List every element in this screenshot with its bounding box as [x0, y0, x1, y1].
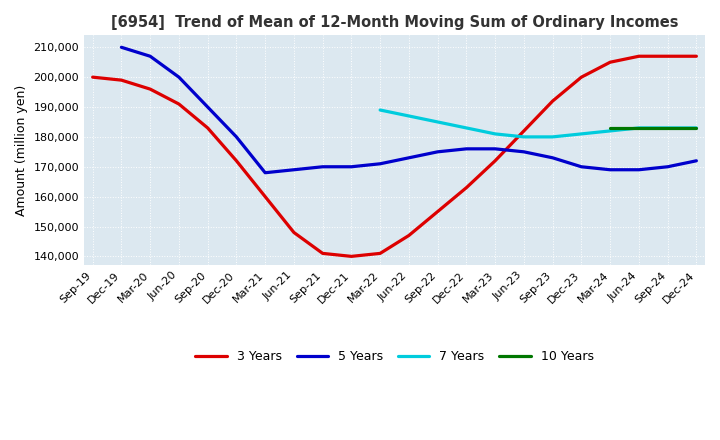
7 Years — [462, 125, 471, 131]
7 Years — [405, 114, 413, 119]
3 Years — [174, 101, 183, 106]
3 Years — [405, 233, 413, 238]
5 Years — [433, 149, 442, 154]
10 Years — [663, 125, 672, 131]
10 Years — [634, 125, 643, 131]
10 Years — [692, 125, 701, 131]
3 Years — [577, 74, 585, 80]
5 Years — [203, 104, 212, 110]
5 Years — [520, 149, 528, 154]
5 Years — [606, 167, 614, 172]
3 Years — [376, 251, 384, 256]
Y-axis label: Amount (million yen): Amount (million yen) — [15, 85, 28, 216]
7 Years — [549, 134, 557, 139]
5 Years — [491, 146, 500, 151]
3 Years — [491, 158, 500, 163]
5 Years — [174, 74, 183, 80]
5 Years — [261, 170, 269, 176]
7 Years — [491, 131, 500, 136]
3 Years — [261, 194, 269, 199]
3 Years — [203, 125, 212, 131]
3 Years — [146, 86, 155, 92]
5 Years — [405, 155, 413, 161]
Legend: 3 Years, 5 Years, 7 Years, 10 Years: 3 Years, 5 Years, 7 Years, 10 Years — [190, 345, 598, 368]
5 Years — [663, 164, 672, 169]
3 Years — [117, 77, 126, 83]
7 Years — [577, 131, 585, 136]
3 Years — [549, 99, 557, 104]
3 Years — [462, 185, 471, 191]
7 Years — [692, 125, 701, 131]
5 Years — [347, 164, 356, 169]
Line: 3 Years: 3 Years — [93, 56, 696, 257]
5 Years — [146, 54, 155, 59]
5 Years — [577, 164, 585, 169]
5 Years — [462, 146, 471, 151]
10 Years — [606, 125, 614, 131]
3 Years — [606, 59, 614, 65]
5 Years — [289, 167, 298, 172]
7 Years — [634, 125, 643, 131]
Line: 7 Years: 7 Years — [380, 110, 696, 137]
Line: 5 Years: 5 Years — [122, 47, 696, 173]
3 Years — [663, 54, 672, 59]
3 Years — [520, 128, 528, 134]
7 Years — [606, 128, 614, 134]
3 Years — [347, 254, 356, 259]
5 Years — [232, 134, 240, 139]
Title: [6954]  Trend of Mean of 12-Month Moving Sum of Ordinary Incomes: [6954] Trend of Mean of 12-Month Moving … — [111, 15, 678, 30]
3 Years — [692, 54, 701, 59]
7 Years — [663, 125, 672, 131]
7 Years — [376, 107, 384, 113]
3 Years — [289, 230, 298, 235]
5 Years — [634, 167, 643, 172]
5 Years — [376, 161, 384, 166]
5 Years — [549, 155, 557, 161]
7 Years — [520, 134, 528, 139]
5 Years — [117, 44, 126, 50]
3 Years — [634, 54, 643, 59]
3 Years — [318, 251, 327, 256]
3 Years — [232, 158, 240, 163]
5 Years — [318, 164, 327, 169]
3 Years — [89, 74, 97, 80]
7 Years — [433, 119, 442, 125]
3 Years — [433, 209, 442, 214]
5 Years — [692, 158, 701, 163]
